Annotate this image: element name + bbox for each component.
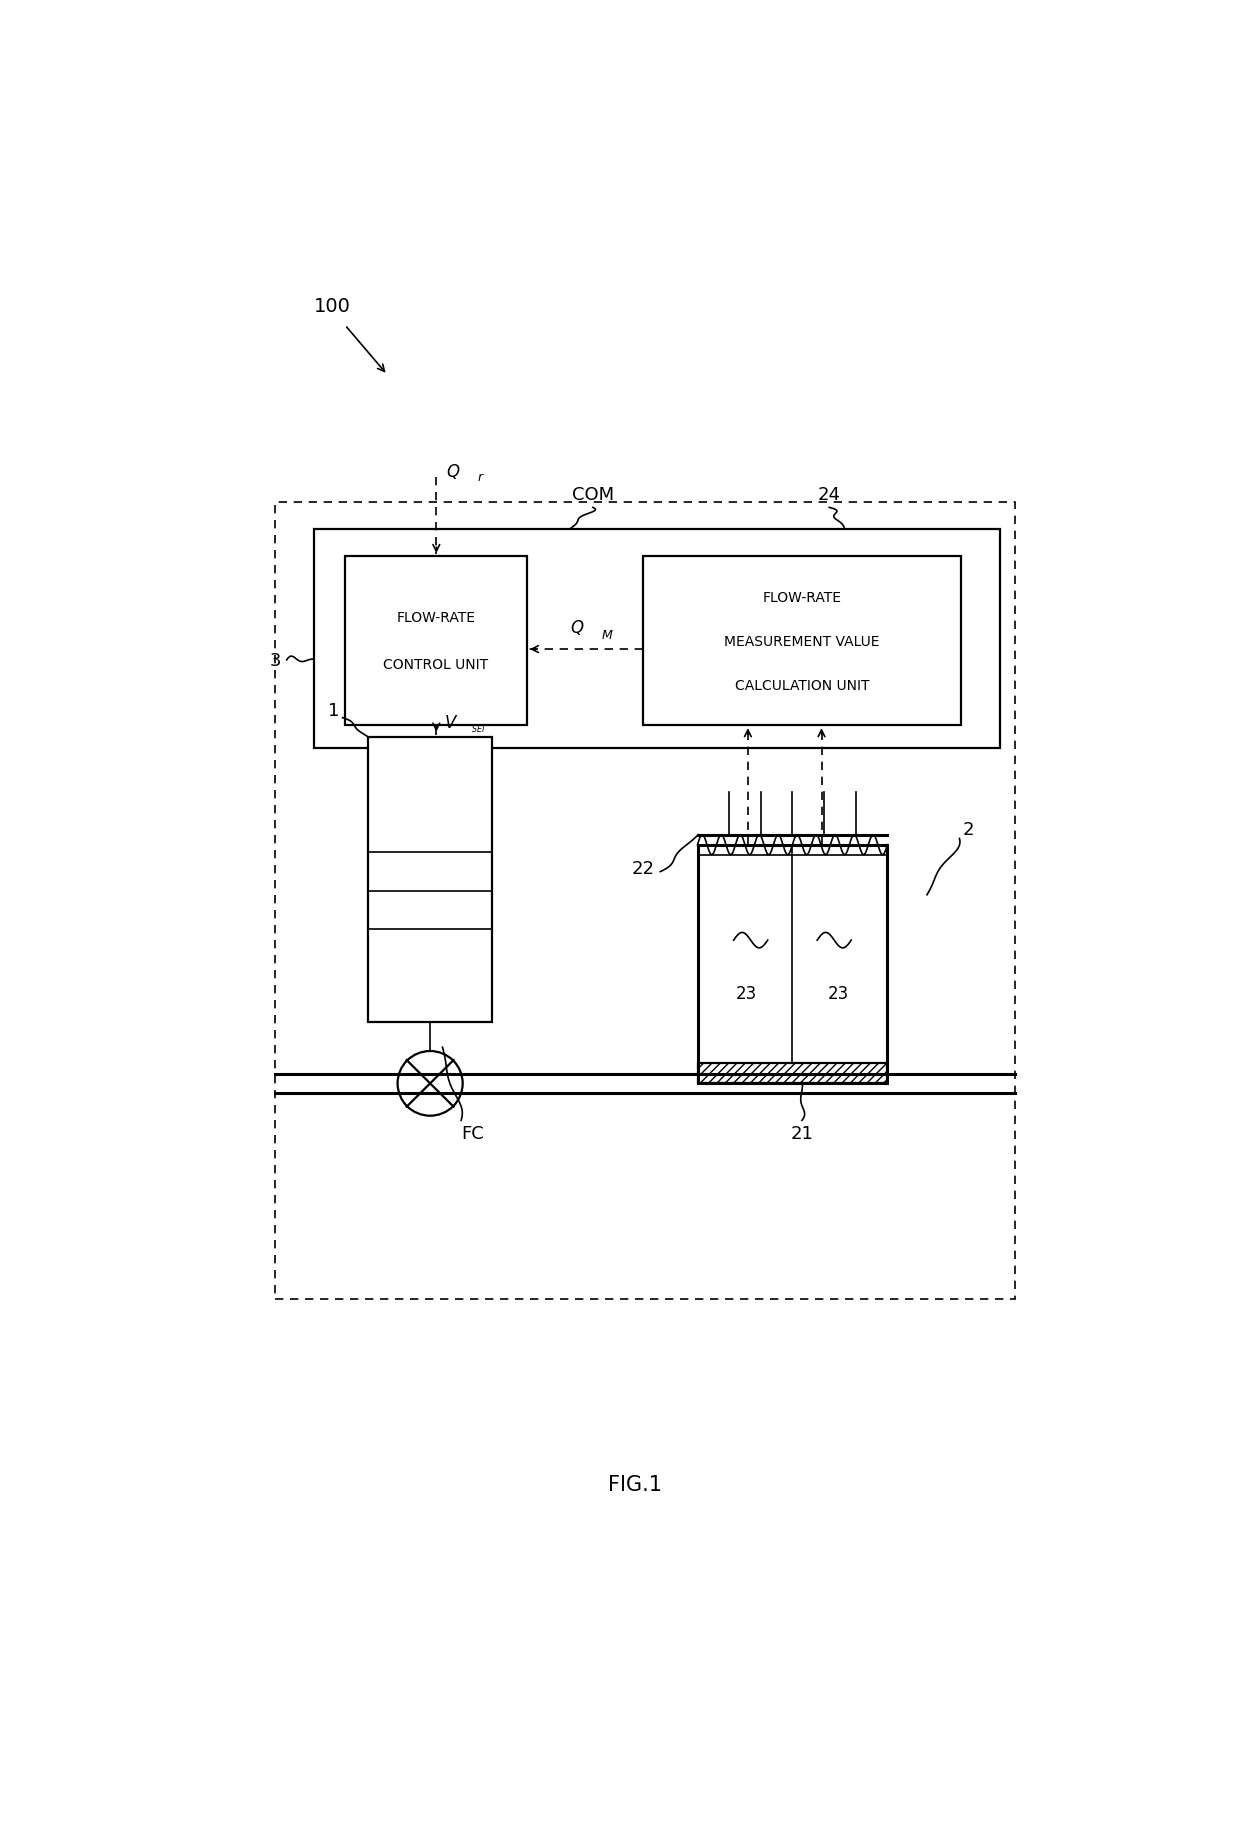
Bar	[644, 556, 961, 726]
Text: 21: 21	[790, 1125, 813, 1143]
Text: MEASUREMENT VALUE: MEASUREMENT VALUE	[724, 634, 880, 649]
Text: $_{SET}$: $_{SET}$	[471, 722, 489, 735]
Text: $V$: $V$	[444, 715, 459, 731]
Text: $r$: $r$	[476, 470, 485, 483]
Text: 23: 23	[827, 984, 848, 1003]
Text: FLOW-RATE: FLOW-RATE	[397, 611, 475, 625]
Bar	[275, 503, 1016, 1300]
Bar	[697, 1063, 888, 1083]
Text: 100: 100	[314, 297, 351, 315]
Text: FIG.1: FIG.1	[609, 1475, 662, 1493]
Text: $Q$: $Q$	[570, 618, 584, 636]
Bar	[697, 846, 888, 1083]
Text: FC: FC	[461, 1125, 484, 1143]
Text: CONTROL UNIT: CONTROL UNIT	[383, 658, 489, 673]
Bar	[368, 738, 492, 1023]
Text: CALCULATION UNIT: CALCULATION UNIT	[735, 678, 869, 693]
Text: FLOW-RATE: FLOW-RATE	[763, 591, 842, 603]
Bar	[345, 556, 527, 726]
Text: 3: 3	[269, 651, 281, 669]
Text: 1: 1	[327, 702, 339, 720]
Text: COM: COM	[572, 487, 614, 503]
Text: 2: 2	[963, 820, 975, 839]
Text: 22: 22	[631, 859, 655, 877]
Text: 23: 23	[737, 984, 758, 1003]
Bar	[314, 530, 999, 749]
Text: 24: 24	[817, 487, 841, 503]
Text: $Q$: $Q$	[445, 461, 460, 481]
Text: $M$: $M$	[600, 629, 613, 642]
